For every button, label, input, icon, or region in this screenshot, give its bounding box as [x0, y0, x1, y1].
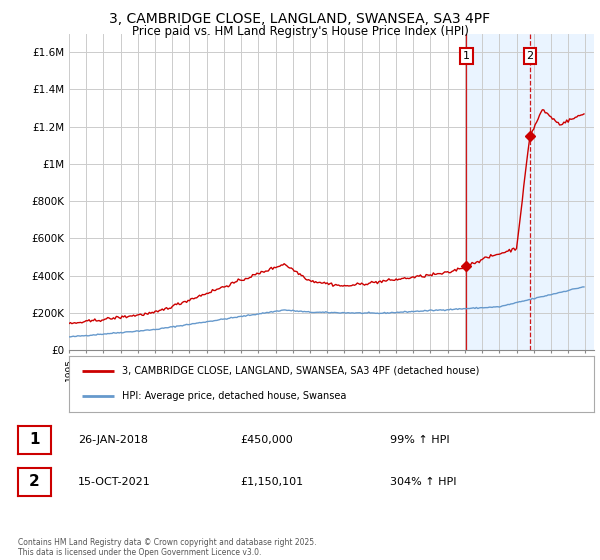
Text: HPI: Average price, detached house, Swansea: HPI: Average price, detached house, Swan… [121, 391, 346, 402]
Text: £450,000: £450,000 [240, 435, 293, 445]
Text: 304% ↑ HPI: 304% ↑ HPI [390, 477, 457, 487]
Text: Contains HM Land Registry data © Crown copyright and database right 2025.
This d: Contains HM Land Registry data © Crown c… [18, 538, 317, 557]
Text: Price paid vs. HM Land Registry's House Price Index (HPI): Price paid vs. HM Land Registry's House … [131, 25, 469, 38]
Text: 15-OCT-2021: 15-OCT-2021 [78, 477, 151, 487]
Text: 3, CAMBRIDGE CLOSE, LANGLAND, SWANSEA, SA3 4PF (detached house): 3, CAMBRIDGE CLOSE, LANGLAND, SWANSEA, S… [121, 366, 479, 376]
Bar [466, 34, 594, 350]
Text: 26-JAN-2018: 26-JAN-2018 [78, 435, 148, 445]
Text: 99% ↑ HPI: 99% ↑ HPI [390, 435, 449, 445]
Text: 2: 2 [29, 474, 40, 489]
Text: 3, CAMBRIDGE CLOSE, LANGLAND, SWANSEA, SA3 4PF: 3, CAMBRIDGE CLOSE, LANGLAND, SWANSEA, S… [109, 12, 491, 26]
Text: 1: 1 [463, 51, 470, 61]
Text: 2: 2 [527, 51, 534, 61]
Text: £1,150,101: £1,150,101 [240, 477, 303, 487]
Text: 1: 1 [29, 432, 40, 447]
